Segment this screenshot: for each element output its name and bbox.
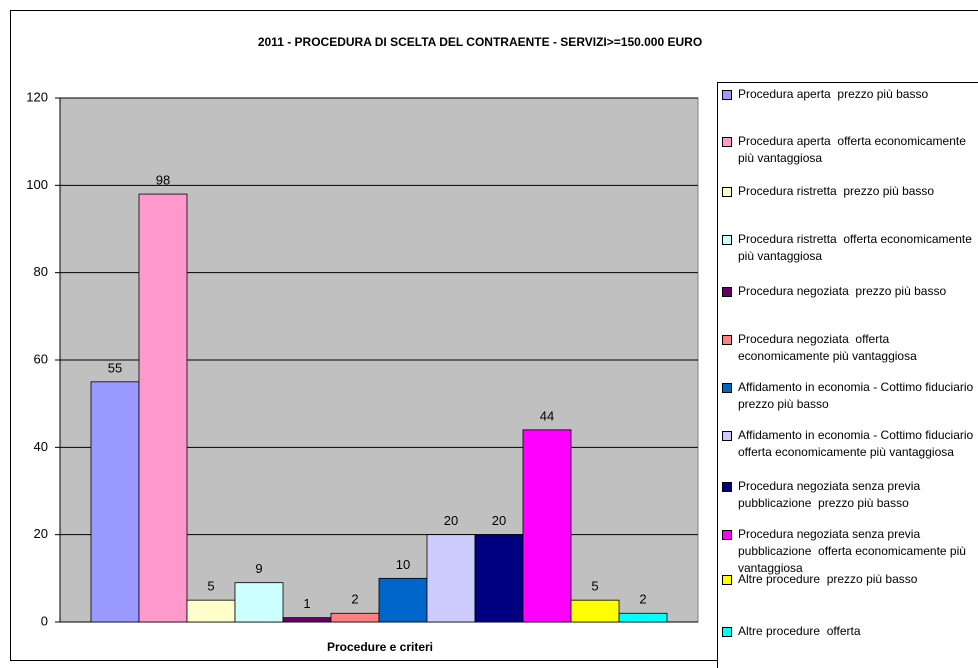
legend-swatch [722, 482, 732, 492]
bar [234, 582, 284, 623]
bar [618, 612, 668, 623]
legend-entry: Altre procedure prezzo più basso [722, 571, 978, 588]
legend-label: Procedura ristretta offerta economicamen… [738, 232, 976, 263]
legend-label: Altre procedure offerta [738, 624, 861, 638]
value-label: 20 [444, 513, 458, 528]
legend-swatch [722, 431, 732, 441]
value-label: 20 [492, 513, 506, 528]
value-label: 98 [156, 173, 170, 188]
bar [186, 599, 236, 623]
legend-label: Procedura negoziata prezzo più basso [738, 284, 947, 298]
legend-box [717, 82, 978, 668]
bar [474, 534, 524, 623]
y-tick-label: 120 [26, 89, 48, 104]
y-tick-label: 40 [34, 439, 48, 454]
x-axis-label: Procedure e criteri [327, 640, 433, 654]
legend-entry: Procedura negoziata senza previa pubblic… [722, 478, 978, 512]
legend-entry: Procedura ristretta offerta economicamen… [722, 231, 978, 265]
legend-swatch [722, 335, 732, 345]
legend-label: Procedura negoziata offerta economicamen… [738, 332, 917, 363]
value-label: 44 [540, 408, 554, 423]
legend-label: Procedura aperta prezzo più basso [738, 87, 929, 101]
legend-label: Procedura aperta offerta economicamente … [738, 134, 970, 165]
legend-label: Procedura ristretta prezzo più basso [738, 184, 935, 198]
legend-entry: Procedura aperta offerta economicamente … [722, 133, 978, 167]
value-label: 55 [108, 360, 122, 375]
legend-label: Affidamento in economia - Cottimo fiduci… [738, 428, 974, 459]
bar [378, 577, 428, 623]
value-label: 1 [303, 596, 310, 611]
bar [330, 612, 380, 623]
legend-label: Procedura negoziata senza previa pubblic… [738, 527, 970, 575]
legend-entry: Affidamento in economia - Cottimo fiduci… [722, 379, 978, 413]
value-label: 10 [396, 557, 410, 572]
legend-swatch [722, 383, 732, 393]
bar [522, 429, 572, 623]
legend-swatch [722, 137, 732, 147]
legend-swatch [722, 627, 732, 637]
legend-entry: Procedura aperta prezzo più basso [722, 86, 978, 103]
legend-swatch [722, 575, 732, 585]
legend-swatch [722, 287, 732, 297]
legend-label: Affidamento in economia - Cottimo fiduci… [738, 380, 974, 411]
legend-swatch [722, 90, 732, 100]
y-tick-label: 0 [41, 613, 48, 628]
y-tick-label: 80 [34, 264, 48, 279]
legend-swatch [722, 187, 732, 197]
value-label: 2 [351, 592, 358, 607]
y-tick-label: 100 [26, 177, 48, 192]
bar [282, 617, 332, 623]
bar [426, 534, 476, 623]
value-label: 2 [639, 592, 646, 607]
value-label: 5 [207, 579, 214, 594]
value-label: 9 [255, 561, 262, 576]
bar [570, 599, 620, 623]
legend-entry: Affidamento in economia - Cottimo fiduci… [722, 427, 978, 461]
legend-swatch [722, 530, 732, 540]
legend-label: Procedura negoziata senza previa pubblic… [738, 479, 924, 510]
legend-swatch [722, 235, 732, 245]
value-label: 5 [591, 579, 598, 594]
bar [90, 381, 140, 623]
y-tick-label: 20 [34, 526, 48, 541]
y-tick-label: 60 [34, 351, 48, 366]
legend-entry: Procedura negoziata offerta economicamen… [722, 331, 978, 365]
legend-entry: Altre procedure offerta [722, 623, 978, 640]
chart-title: 2011 - PROCEDURA DI SCELTA DEL CONTRAENT… [258, 35, 702, 49]
legend-label: Altre procedure prezzo più basso [738, 572, 918, 586]
legend-entry: Procedura negoziata prezzo più basso [722, 283, 978, 300]
bar [138, 193, 188, 623]
legend-entry: Procedura ristretta prezzo più basso [722, 183, 978, 200]
legend-entry: Procedura negoziata senza previa pubblic… [722, 526, 978, 577]
